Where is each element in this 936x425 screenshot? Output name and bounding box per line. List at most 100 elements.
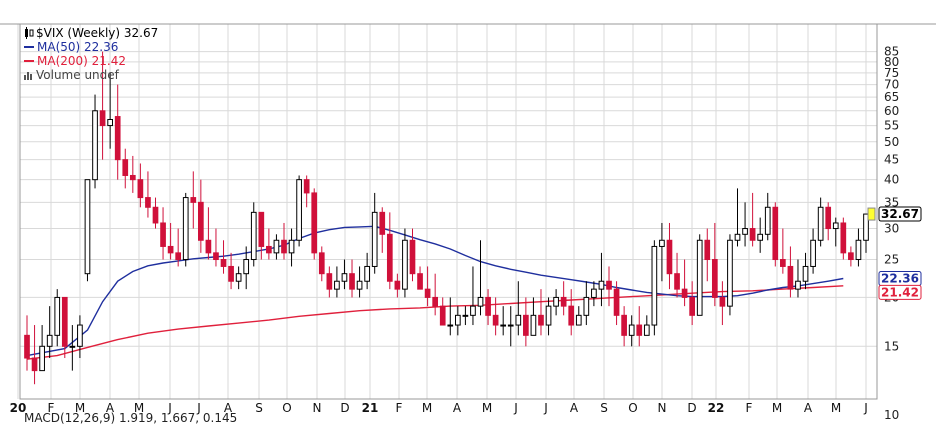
candle-body <box>855 239 862 261</box>
candle-body <box>235 273 242 282</box>
candle-body <box>205 239 212 254</box>
candle-body <box>689 296 695 316</box>
candle-body <box>46 334 53 347</box>
candle-body <box>560 296 567 307</box>
candle-body <box>175 252 182 261</box>
candle-body <box>31 357 38 372</box>
candle-body <box>825 206 832 230</box>
legend-ma50-row: MA(50) 22.36 <box>24 40 158 54</box>
candle-body <box>220 259 227 267</box>
candle-body <box>258 211 265 247</box>
candle-body <box>598 280 605 290</box>
candle-body <box>432 296 439 307</box>
y-tick-label: 15 <box>884 339 899 353</box>
x-tick-label: 21 <box>362 401 379 415</box>
x-tick-label: D <box>340 401 349 415</box>
candle-body <box>417 273 423 290</box>
candle-body <box>39 345 45 372</box>
legend-volume: Volume undef <box>36 68 119 82</box>
y-tick-label: 50 <box>884 135 899 149</box>
candle-body <box>674 273 680 290</box>
y-tick-label: 80 <box>884 55 899 69</box>
macd-label: MACD(12,26,9) 1.919, 1.667, 0.145 <box>24 411 238 425</box>
candle-body <box>114 116 121 161</box>
candle-body <box>54 296 61 336</box>
candle-body <box>621 314 627 336</box>
candle-body <box>787 265 794 290</box>
x-tick-label: A <box>224 401 233 415</box>
candle-body <box>636 324 643 336</box>
candle-body <box>122 159 129 176</box>
candle-body <box>591 288 597 298</box>
candle-body <box>243 259 250 275</box>
candle-body <box>318 252 325 275</box>
legend-ma200: MA(200) 21.42 <box>37 54 126 68</box>
x-tick-label: N <box>658 401 667 415</box>
candle-body <box>24 334 30 359</box>
x-tick-label: F <box>48 401 55 415</box>
candle-body <box>160 222 166 247</box>
candle-body <box>492 314 499 326</box>
candle-body <box>386 233 393 282</box>
candle-body <box>454 314 461 326</box>
last-price-marker <box>867 207 876 221</box>
x-tick-label: O <box>628 401 637 415</box>
candle-body <box>288 239 295 254</box>
last-price-tag-box <box>878 206 922 222</box>
candle-body <box>523 314 529 336</box>
candle-body <box>462 314 469 317</box>
ma50-price-tag: 22.36 <box>881 271 919 285</box>
candles <box>24 51 869 385</box>
candle-body <box>749 228 756 241</box>
y-tick-label: 65 <box>884 90 899 104</box>
candle-body <box>273 239 280 254</box>
candle-body <box>711 259 718 298</box>
candle-body <box>802 265 809 282</box>
ma200-price-tag: 21.42 <box>881 285 919 299</box>
candle-body <box>167 245 174 254</box>
last-price-tag: 32.67 <box>881 207 919 221</box>
candle-body <box>727 239 733 307</box>
candle-body <box>228 265 234 282</box>
volume-bars-icon <box>24 72 32 80</box>
candle-body <box>198 201 204 241</box>
x-tick-label: D <box>687 401 696 415</box>
candle-body <box>303 179 310 194</box>
x-tick-label: O <box>282 401 291 415</box>
candle-body <box>145 197 151 208</box>
candle-body <box>349 273 355 290</box>
candle-body <box>651 245 658 326</box>
candle-body <box>326 273 333 290</box>
candle-body <box>182 197 189 261</box>
x-tick-label: M <box>134 401 144 415</box>
x-tick-label: M <box>75 401 85 415</box>
candle-body <box>296 179 302 241</box>
candle-body <box>810 239 816 267</box>
ma50-swatch-icon <box>24 46 34 48</box>
y-tick-label: 70 <box>884 78 899 92</box>
x-tick-label: F <box>396 401 403 415</box>
candle-body <box>137 179 144 199</box>
x-tick-label: J <box>196 401 201 415</box>
y-tick-label: 85 <box>884 45 899 59</box>
candle-body <box>356 280 363 290</box>
x-tick-label: J <box>513 401 518 415</box>
x-tick-label: M <box>422 401 432 415</box>
candle-body <box>409 239 416 275</box>
candle-body <box>832 222 839 230</box>
ma200-price-tag-box <box>878 284 922 300</box>
candle-body <box>553 296 559 307</box>
candle-body <box>696 239 703 316</box>
y-tick-label: 30 <box>884 222 899 236</box>
candle-body <box>439 305 446 326</box>
grid-lines <box>17 24 877 399</box>
legend-ma50: MA(50) 22.36 <box>37 40 119 54</box>
candle-body <box>780 259 786 267</box>
candle-body <box>394 280 401 290</box>
y-tick-label: 60 <box>884 104 899 118</box>
y-tick-label: 45 <box>884 153 899 167</box>
candle-body <box>152 206 159 224</box>
candle-body <box>764 206 771 235</box>
